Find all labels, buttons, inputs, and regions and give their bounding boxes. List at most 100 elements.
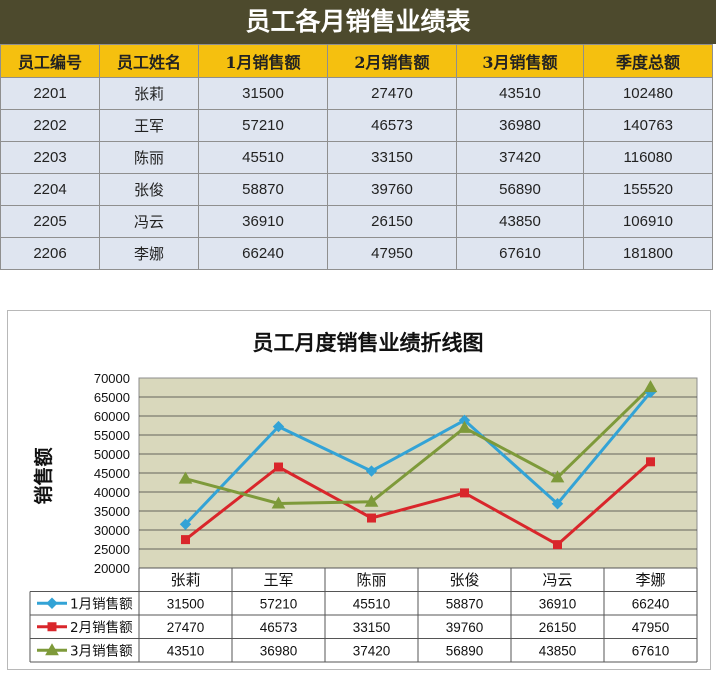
series-3-point <box>457 420 472 433</box>
legend-label: 3月销售额 <box>70 643 133 659</box>
data-table-value: 39760 <box>446 620 484 635</box>
table-cell: 116080 <box>583 141 713 174</box>
data-table-value: 58870 <box>446 596 484 611</box>
table-cell: 王军 <box>99 109 199 142</box>
table-cell: 张俊 <box>99 173 199 206</box>
data-table-value: 36980 <box>260 643 298 658</box>
table-cell: 36910 <box>198 205 328 238</box>
x-category-label: 陈丽 <box>356 571 386 589</box>
table-cell: 102480 <box>583 77 713 110</box>
table-cell: 181800 <box>583 237 713 270</box>
page-title: 员工各月销售业绩表 <box>0 0 716 44</box>
data-table-value: 66240 <box>632 596 670 611</box>
data-table-value: 36910 <box>539 596 577 611</box>
y-tick-label: 45000 <box>94 466 130 481</box>
series-line-2 <box>184 460 652 547</box>
data-table-value: 33150 <box>353 620 391 635</box>
y-tick-label: 65000 <box>94 390 130 405</box>
series-2-point <box>646 457 655 467</box>
series-3-point <box>271 496 286 509</box>
data-table-value: 37420 <box>353 643 391 658</box>
column-header-mar: 3月销售额 <box>456 44 584 78</box>
y-tick-label: 70000 <box>94 371 130 386</box>
series-2-point <box>367 513 376 523</box>
table-cell: 陈丽 <box>99 141 199 174</box>
data-table-value: 43510 <box>167 643 205 658</box>
table-header-row: 员工编号 员工姓名 1月销售额 2月销售额 3月销售额 季度总额 <box>0 44 713 78</box>
series-1-point <box>365 465 378 477</box>
table-cell: 66240 <box>198 237 328 270</box>
y-tick-label: 40000 <box>94 485 130 500</box>
column-header-id: 员工编号 <box>0 44 100 78</box>
data-table-value: 56890 <box>446 643 484 658</box>
table-cell: 张莉 <box>99 77 199 110</box>
series-2-point <box>553 540 562 550</box>
series-2-point <box>181 535 190 545</box>
line-chart: 员工月度销售业绩折线图 销售额 20000 25000 30000 35000 4000… <box>29 331 698 663</box>
table-cell: 67610 <box>456 237 584 270</box>
series-2-point <box>274 462 283 472</box>
series-3-point <box>178 471 193 484</box>
series-2-point <box>460 488 469 498</box>
table-cell: 2205 <box>0 205 100 238</box>
series-1-point <box>179 518 192 531</box>
table-row: 2206 李娜 66240 47950 67610 181800 <box>0 237 713 270</box>
data-table-value: 27470 <box>167 620 205 635</box>
table-cell: 2203 <box>0 141 100 174</box>
legend-label: 2月销售额 <box>70 620 133 636</box>
series-3-point <box>364 494 379 507</box>
series-3-point <box>550 470 565 483</box>
column-header-name: 员工姓名 <box>99 44 199 78</box>
table-row: 2201 张莉 31500 27470 43510 102480 <box>0 77 713 110</box>
series-1-point <box>551 498 564 510</box>
table-row: 2203 陈丽 45510 33150 37420 116080 <box>0 141 713 174</box>
column-header-feb: 2月销售额 <box>327 44 457 78</box>
chart-frame: 员工月度销售业绩折线图 销售额 20000 25000 30000 35000 4000… <box>7 310 711 670</box>
table-cell: 26150 <box>327 205 457 238</box>
x-category-label: 冯云 <box>542 571 572 589</box>
table-cell: 33150 <box>327 141 457 174</box>
table-cell: 39760 <box>327 173 457 206</box>
table-cell: 31500 <box>198 77 328 110</box>
legend-marker-2 <box>47 622 57 632</box>
y-tick-label: 50000 <box>94 447 130 462</box>
y-axis-label: 销售额 <box>32 447 55 504</box>
x-category-label: 王军 <box>263 571 293 589</box>
x-category-label: 张俊 <box>449 571 479 589</box>
table-cell: 2201 <box>0 77 100 110</box>
table-cell: 56890 <box>456 173 584 206</box>
table-cell: 57210 <box>198 109 328 142</box>
x-category-label: 李娜 <box>635 571 665 589</box>
series-1-point <box>272 420 285 433</box>
table-cell: 2204 <box>0 173 100 206</box>
data-table-value: 47950 <box>632 620 670 635</box>
table-cell: 46573 <box>327 109 457 142</box>
column-header-total: 季度总额 <box>583 44 713 78</box>
table-cell: 106910 <box>583 205 713 238</box>
table-cell: 冯云 <box>99 205 199 238</box>
table-cell: 27470 <box>327 77 457 110</box>
y-tick-label: 35000 <box>94 504 130 519</box>
table-cell: 58870 <box>198 173 328 206</box>
y-tick-label: 30000 <box>94 523 130 538</box>
y-tick-label: 55000 <box>94 428 130 443</box>
data-table-value: 31500 <box>167 596 205 611</box>
legend-marker-3 <box>45 643 59 656</box>
table-cell: 李娜 <box>99 237 199 270</box>
data-table-value: 67610 <box>632 643 670 658</box>
series-line-1 <box>184 391 652 526</box>
legend-label: 1月销售额 <box>70 596 133 612</box>
data-table-value: 26150 <box>539 620 577 635</box>
x-category-label: 张莉 <box>170 571 200 589</box>
table-cell: 140763 <box>583 109 713 142</box>
data-table-value: 46573 <box>260 620 298 635</box>
data-table-value: 57210 <box>260 596 298 611</box>
table-cell: 47950 <box>327 237 457 270</box>
table-cell: 37420 <box>456 141 584 174</box>
series-line-3 <box>185 386 652 505</box>
table-cell: 2202 <box>0 109 100 142</box>
y-tick-label: 60000 <box>94 409 130 424</box>
legend-marker-1 <box>46 597 58 609</box>
table-cell: 43850 <box>456 205 584 238</box>
table-cell: 36980 <box>456 109 584 142</box>
